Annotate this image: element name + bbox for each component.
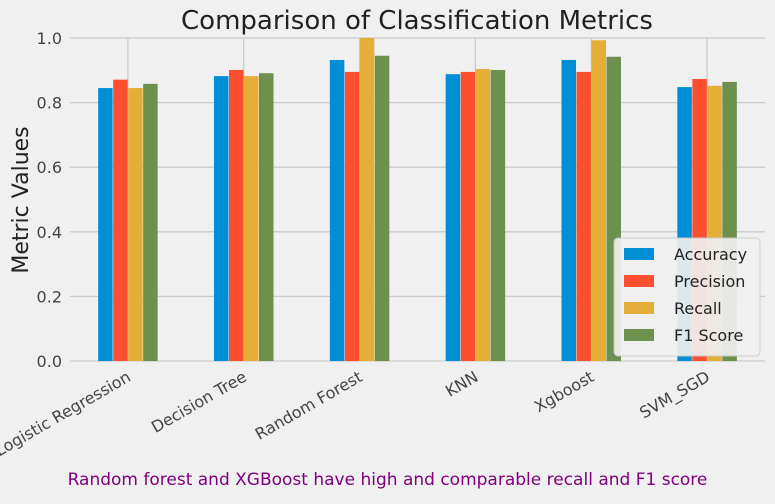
bar-recall <box>591 40 606 362</box>
legend: Accuracy Precision Recall F1 Score <box>613 237 761 357</box>
x-tick-label: Decision Tree <box>148 367 250 437</box>
legend-swatch <box>624 248 654 260</box>
legend-swatch <box>624 275 654 287</box>
y-axis-label: Metric Values <box>9 126 34 273</box>
bar-recall <box>244 76 259 361</box>
x-tick-label: Logistic Regression <box>0 367 134 460</box>
y-tick-label: 0.4 <box>37 223 62 242</box>
legend-swatch <box>624 302 654 314</box>
bar-accuracy <box>445 74 461 362</box>
bar-recall <box>475 69 491 362</box>
bars <box>98 38 737 362</box>
legend-box <box>613 237 761 357</box>
legend-label: Recall <box>674 299 722 318</box>
bar-recall <box>128 88 143 361</box>
bar-accuracy <box>98 88 113 361</box>
bar-precision <box>576 71 591 361</box>
y-tick-label: 0.2 <box>37 287 62 306</box>
x-tick-label: KNN <box>442 367 481 401</box>
y-tick-label: 0.8 <box>37 94 62 113</box>
bar-precision <box>113 79 128 362</box>
x-tick-labels: Logistic Regression Decision Tree Random F… <box>0 367 714 460</box>
bar-f1-score <box>490 69 506 362</box>
bar-recall <box>359 38 375 361</box>
bar-precision <box>229 69 244 362</box>
bar-f1-score <box>143 83 158 361</box>
chart-title: Comparison of Classification Metrics <box>181 6 653 36</box>
legend-label: Accuracy <box>674 245 747 264</box>
annotation-text: Random forest and XGBoost have high and … <box>67 470 708 490</box>
legend-label: Precision <box>674 272 745 291</box>
x-tick-label: Random Forest <box>252 367 366 444</box>
legend-swatch <box>624 329 654 341</box>
x-tick-label: SVM_SGD <box>636 367 713 423</box>
bar-accuracy <box>214 76 229 361</box>
y-tick-label: 1.0 <box>37 29 62 48</box>
bar-f1-score <box>374 55 390 361</box>
bar-precision <box>344 71 360 361</box>
legend-label: F1 Score <box>674 326 743 345</box>
grid <box>70 37 765 362</box>
bar-f1-score <box>259 73 274 361</box>
y-tick-labels: 0.0 0.2 0.4 0.6 0.8 1.0 <box>37 29 62 371</box>
bar-accuracy <box>561 59 576 362</box>
bar-accuracy <box>329 59 345 362</box>
bar-precision <box>460 71 476 361</box>
y-tick-label: 0.6 <box>37 158 62 177</box>
x-tick-label: Xgboost <box>531 367 597 416</box>
y-tick-label: 0.0 <box>37 352 62 371</box>
